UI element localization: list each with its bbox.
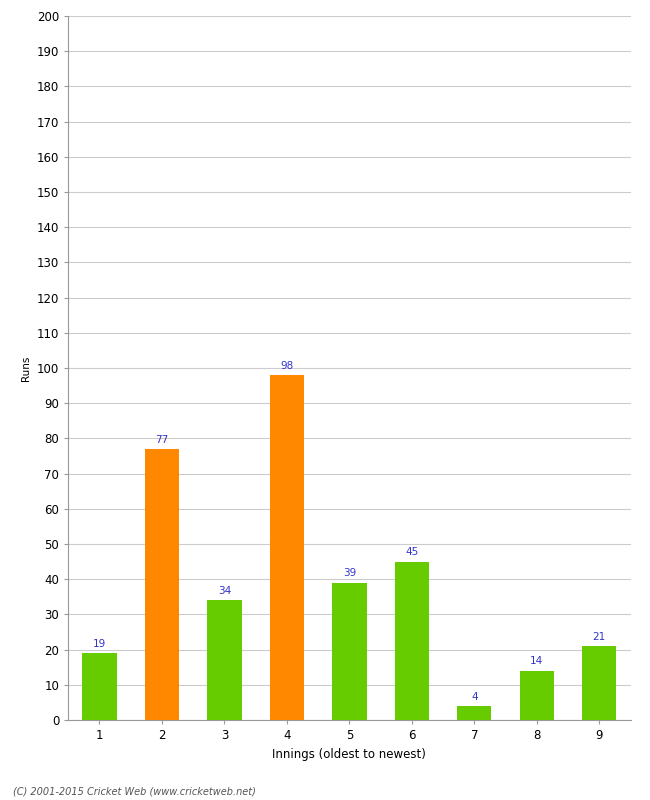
Text: 19: 19 — [93, 639, 106, 649]
X-axis label: Innings (oldest to newest): Innings (oldest to newest) — [272, 747, 426, 761]
Bar — [332, 582, 367, 720]
Text: 21: 21 — [593, 632, 606, 642]
Bar — [519, 670, 554, 720]
Text: 39: 39 — [343, 569, 356, 578]
Text: 77: 77 — [155, 434, 168, 445]
Bar — [270, 375, 304, 720]
Text: (C) 2001-2015 Cricket Web (www.cricketweb.net): (C) 2001-2015 Cricket Web (www.cricketwe… — [13, 786, 256, 796]
Text: 98: 98 — [280, 361, 294, 371]
Text: 45: 45 — [405, 547, 419, 558]
Text: 34: 34 — [218, 586, 231, 596]
Bar — [457, 706, 491, 720]
Bar — [145, 449, 179, 720]
Bar — [83, 653, 116, 720]
Text: 14: 14 — [530, 657, 543, 666]
Bar — [207, 600, 242, 720]
Bar — [582, 646, 616, 720]
Y-axis label: Runs: Runs — [21, 355, 31, 381]
Text: 4: 4 — [471, 692, 478, 702]
Bar — [395, 562, 429, 720]
